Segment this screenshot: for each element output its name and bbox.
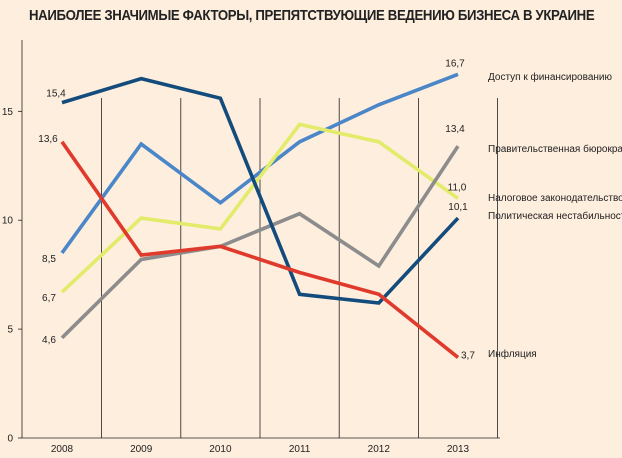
data-label-start: 15,4 <box>46 89 66 100</box>
year-gridlines <box>101 98 499 438</box>
legend-entry: Инфляция <box>488 348 537 360</box>
data-label-end: 16,7 <box>445 58 465 69</box>
series-line-2 <box>60 145 460 340</box>
x-tick-label: 2011 <box>289 444 311 455</box>
data-label-start: 4,6 <box>42 335 56 346</box>
series-line-4 <box>61 76 460 305</box>
data-labels: 8,5 16,7 4,6 13,4 6,7 11,0 15,4 10,1 13,6 3,7 <box>38 58 475 361</box>
x-tick-label: 2013 <box>447 444 470 455</box>
data-label-start: 6,7 <box>42 293 56 304</box>
y-tick-label: 15 <box>2 107 14 118</box>
data-label-start: 8,5 <box>42 254 56 265</box>
y-tick-label: 0 <box>7 434 13 445</box>
series-line-1 <box>60 72 459 254</box>
data-label-end: 10,1 <box>448 202 468 213</box>
x-tick-label: 2009 <box>130 444 153 455</box>
series-line-5 <box>60 140 460 359</box>
x-tick-label: 2010 <box>209 444 232 455</box>
data-label-end: 3,7 <box>461 350 475 361</box>
y-tick-label: 10 <box>2 216 14 227</box>
y-tick-label: 5 <box>7 325 13 336</box>
x-tick-label: 2008 <box>51 444 74 455</box>
legend-entry: Правительственная бюрократия <box>488 143 622 155</box>
chart-title: НАИБОЛЕЕ ЗНАЧИМЫЕ ФАКТОРЫ, ПРЕПЯТСТВУЮЩИ… <box>29 7 595 24</box>
x-tick-label: 2012 <box>368 444 391 455</box>
data-label-start: 13,6 <box>38 134 58 145</box>
axes: 0 5 10 15 2008 2009 2010 2011 2012 2013 <box>2 40 500 455</box>
legend-entry: Налоговое законодательство <box>488 193 622 204</box>
data-label-end: 11,0 <box>448 182 467 193</box>
series-line-3 <box>60 122 460 294</box>
legend-entry: Доступ к финансированию <box>488 71 612 83</box>
legend-entry: Политическая нестабильность <box>488 210 622 222</box>
data-label-end: 13,4 <box>445 124 465 135</box>
series-lines <box>60 72 460 359</box>
legend: Доступ к финансированию Правительственная… <box>488 71 622 360</box>
